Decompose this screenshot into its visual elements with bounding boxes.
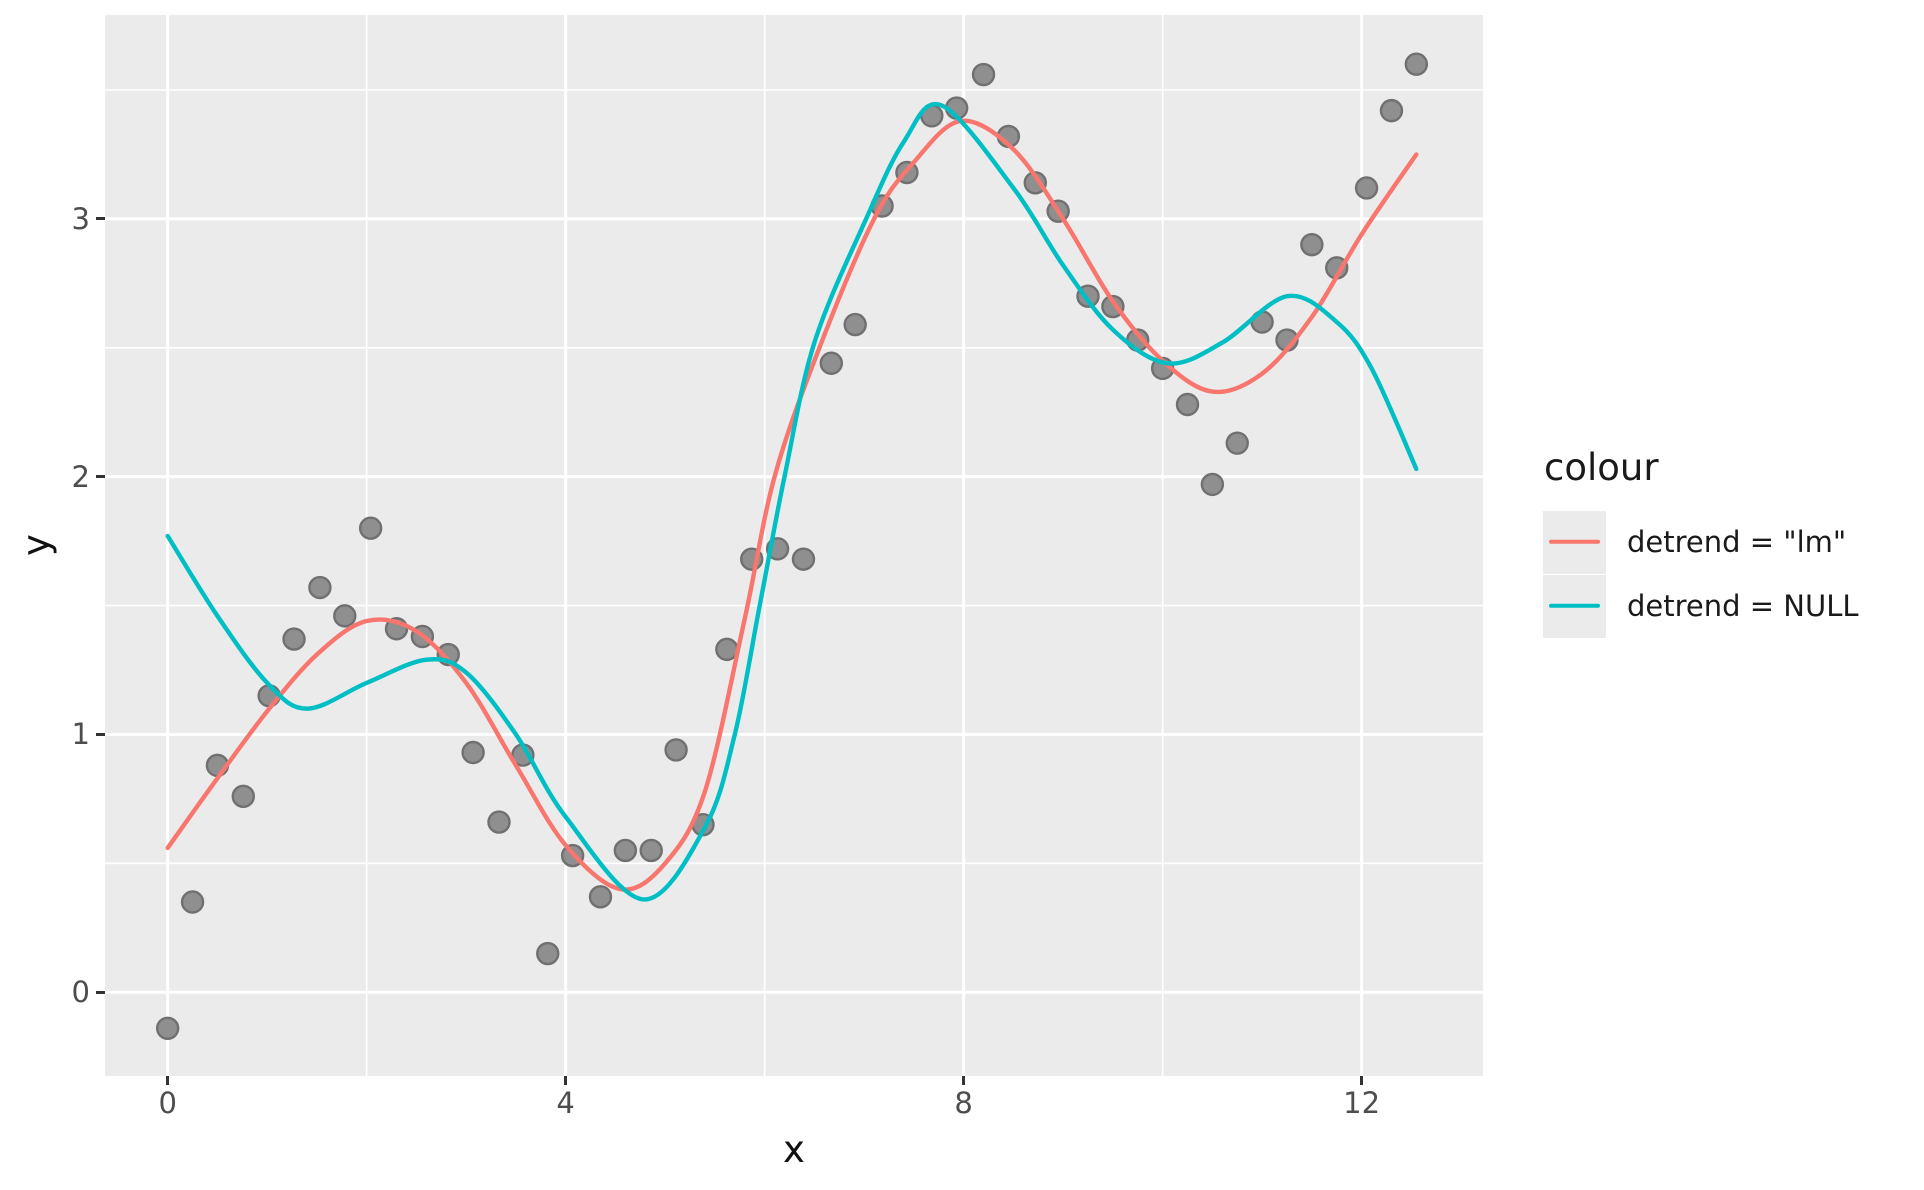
- data-point: [1175, 392, 1200, 417]
- data-point: [664, 738, 688, 762]
- legend-key-swatch: [1543, 510, 1606, 574]
- y-tick-mark: [96, 990, 105, 994]
- data-point: [1404, 52, 1429, 76]
- data-point: [1354, 176, 1379, 200]
- data-point: [308, 575, 332, 600]
- data-point: [155, 1016, 180, 1041]
- data-point: [1300, 232, 1324, 257]
- smooth-curve-null: [165, 101, 1419, 902]
- data-point: [1379, 98, 1404, 123]
- legend-items: detrend = "lm" detrend = NULL: [1543, 510, 1903, 638]
- legend: colour detrend = "lm" detrend = NULL: [1543, 446, 1903, 638]
- x-tick-label: 8: [954, 1086, 973, 1120]
- data-point: [282, 627, 306, 651]
- x-tick-mark: [962, 1076, 966, 1085]
- legend-entry: detrend = NULL: [1543, 574, 1903, 638]
- legend-title: colour: [1544, 446, 1659, 489]
- data-point: [971, 62, 996, 87]
- data-point: [1200, 472, 1225, 497]
- smooth-curve-lm: [165, 118, 1419, 892]
- data-point: [819, 351, 844, 375]
- y-tick-mark: [96, 217, 105, 221]
- x-tick-label: 4: [556, 1086, 575, 1120]
- y-tick-label: 3: [71, 201, 90, 236]
- legend-entry-label: detrend = "lm": [1627, 525, 1847, 559]
- data-point: [613, 838, 638, 863]
- data-point: [333, 604, 357, 628]
- x-tick-mark: [166, 1076, 170, 1085]
- data-point: [715, 637, 739, 662]
- legend-entry: detrend = "lm": [1543, 510, 1903, 574]
- x-tick-label: 0: [158, 1086, 177, 1120]
- legend-key-line-icon: [1549, 603, 1600, 609]
- y-tick-label: 1: [71, 717, 90, 752]
- y-tick-mark: [96, 475, 105, 479]
- y-axis-title: y: [14, 534, 58, 556]
- data-point: [1225, 431, 1249, 455]
- data-point: [536, 941, 560, 966]
- y-tick-label: 2: [71, 459, 90, 494]
- data-point: [461, 740, 485, 765]
- legend-key-swatch: [1543, 574, 1606, 638]
- data-point: [588, 885, 613, 909]
- data-point: [180, 890, 205, 914]
- plot-canvas: [105, 15, 1483, 1076]
- data-point: [843, 312, 867, 337]
- data-point: [231, 784, 255, 809]
- y-tick-label: 0: [71, 975, 90, 1010]
- data-point: [358, 516, 383, 540]
- legend-entry-label: detrend = NULL: [1627, 589, 1859, 623]
- legend-key-line-icon: [1549, 539, 1600, 545]
- data-point: [487, 810, 511, 834]
- x-tick-mark: [1360, 1076, 1364, 1085]
- x-tick-label: 12: [1343, 1086, 1381, 1120]
- data-point: [639, 838, 663, 863]
- plot-panel: [105, 15, 1483, 1076]
- x-tick-mark: [564, 1076, 568, 1085]
- x-axis-title: x: [783, 1128, 805, 1171]
- y-tick-mark: [96, 732, 105, 736]
- data-point: [791, 547, 816, 571]
